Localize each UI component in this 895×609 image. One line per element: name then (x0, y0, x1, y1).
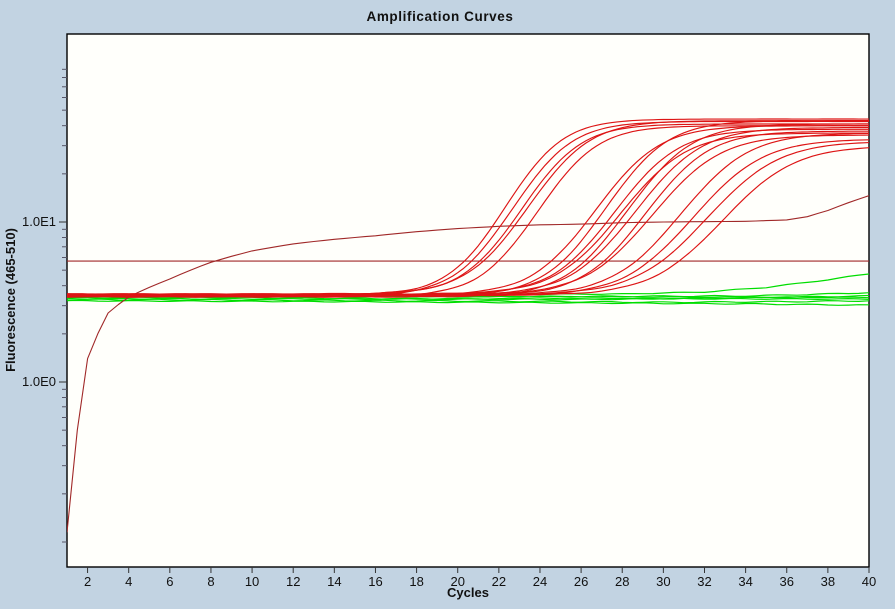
x-tick-label: 22 (492, 574, 506, 589)
y-axis-label: Fluorescence (465-510) (3, 228, 18, 372)
amplification-curve (67, 147, 869, 297)
x-tick-label: 4 (125, 574, 132, 589)
amplification-curve (67, 125, 869, 298)
amplification-curve (67, 142, 869, 296)
x-tick-label: 10 (245, 574, 259, 589)
x-tick-label: 6 (166, 574, 173, 589)
negative-curve (67, 297, 869, 300)
x-tick-label: 8 (207, 574, 214, 589)
x-tick-label: 16 (368, 574, 382, 589)
x-tick-label: 34 (738, 574, 752, 589)
axis-ticks: 2 4 6 8 10 12 14 16 18 20 22 24 26 28 30 32 34 36 38 401.0E… (22, 68, 876, 589)
curves-layer (67, 118, 869, 533)
x-tick-label: 38 (821, 574, 835, 589)
amplification-curve (67, 123, 869, 298)
x-tick-label: 36 (780, 574, 794, 589)
x-axis-label: Cycles (447, 585, 489, 600)
x-tick-label: 28 (615, 574, 629, 589)
x-tick-label: 18 (409, 574, 423, 589)
negative-curve (67, 299, 869, 306)
x-tick-label: 26 (574, 574, 588, 589)
drift-curve (67, 195, 869, 533)
x-tick-label: 24 (533, 574, 547, 589)
chart-title: Amplification Curves (366, 9, 513, 24)
y-tick-label: 1.0E1 (22, 214, 56, 229)
x-tick-label: 2 (84, 574, 91, 589)
x-tick-label: 14 (327, 574, 341, 589)
x-tick-label: 30 (656, 574, 670, 589)
x-tick-label: 40 (862, 574, 876, 589)
x-tick-label: 12 (286, 574, 300, 589)
x-tick-label: 32 (697, 574, 711, 589)
y-tick-label: 1.0E0 (22, 374, 56, 389)
x-tick-label: 20 (450, 574, 464, 589)
